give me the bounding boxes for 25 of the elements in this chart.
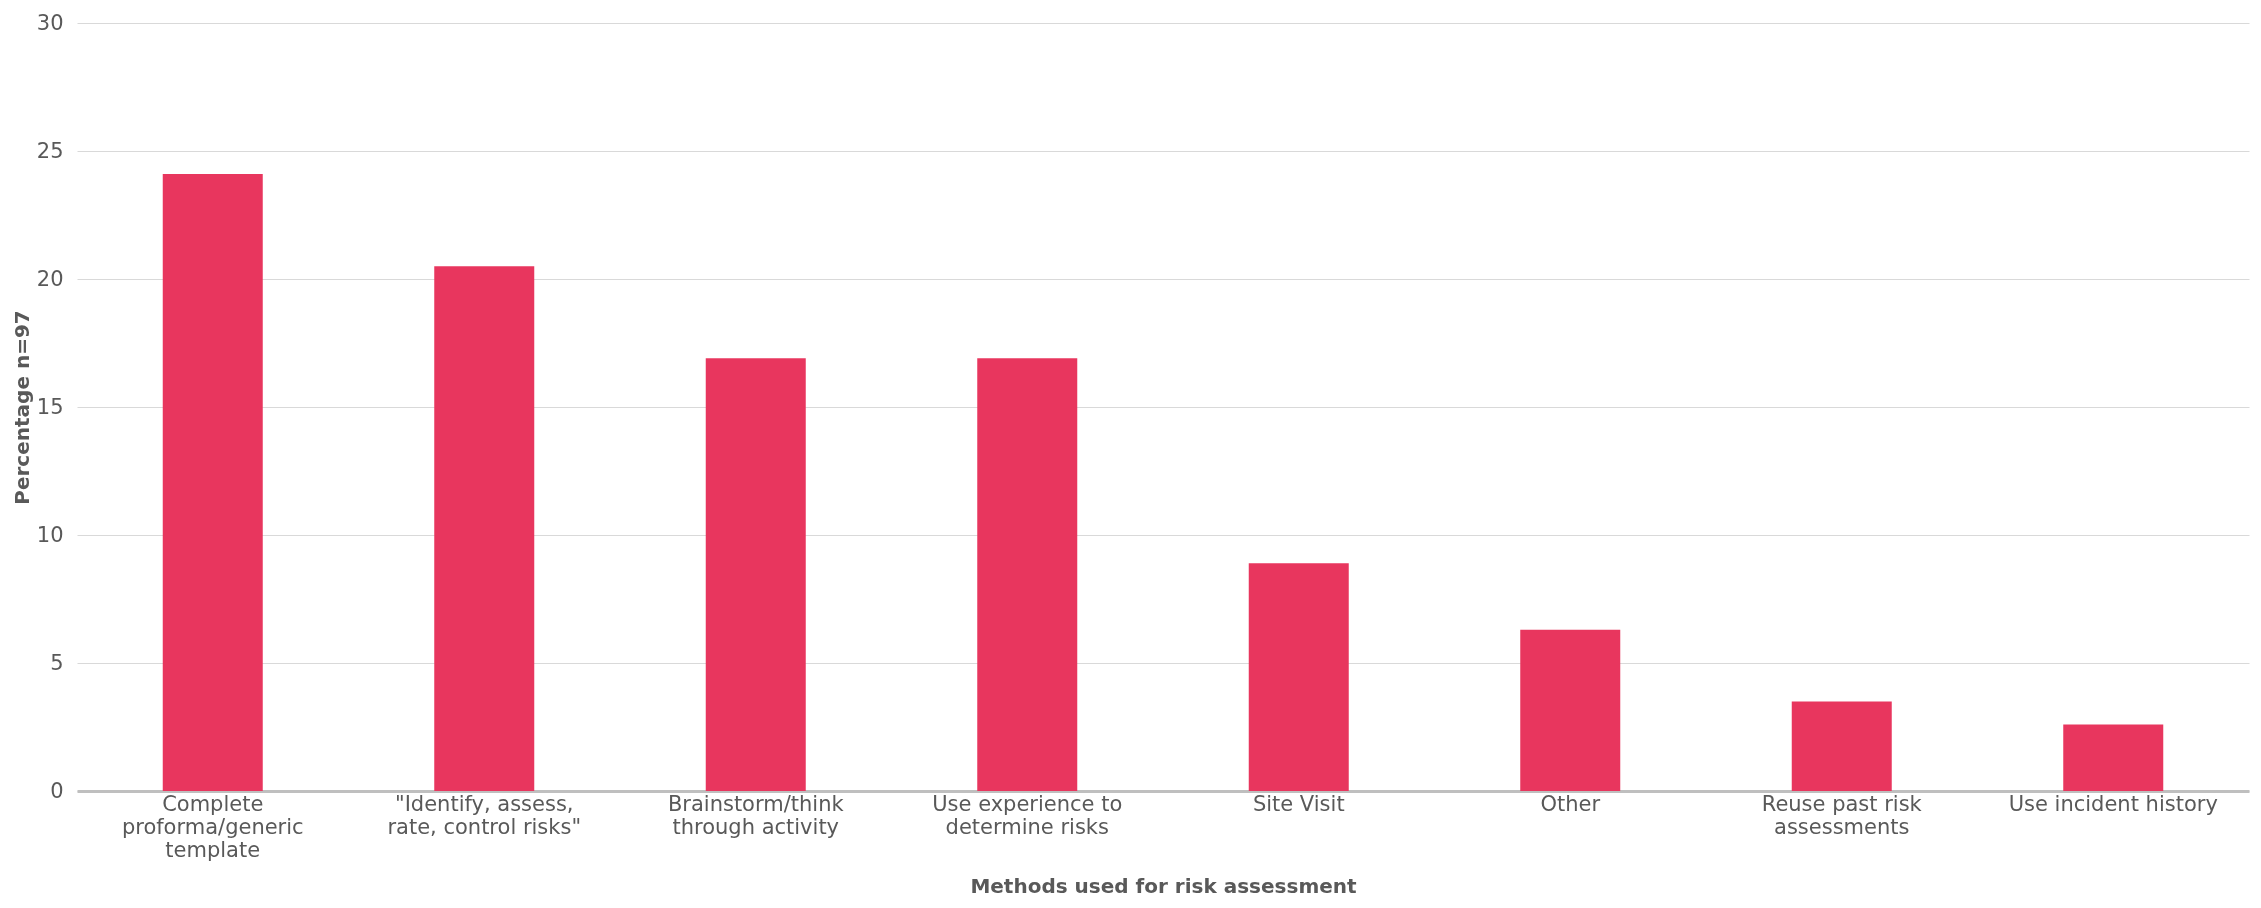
y-axis-title: Percentage n=97 <box>9 310 34 505</box>
x-tick-label: Use experience to determine risks <box>932 791 1123 839</box>
x-axis-title: Methods used for risk assessment <box>970 873 1358 898</box>
x-tick-label: "Identify, assess, rate, control risks" <box>387 791 582 839</box>
y-tick-label: 5 <box>50 650 64 675</box>
bar <box>977 358 1078 791</box>
y-tick-label: 25 <box>36 138 64 163</box>
bar <box>1791 701 1892 791</box>
x-tick-label: Complete proforma/generic template <box>121 791 304 862</box>
x-tick-label: Reuse past risk assessments <box>1761 791 1923 839</box>
bar <box>2063 724 2164 791</box>
bar <box>162 174 263 791</box>
y-tick-label: 0 <box>50 778 64 803</box>
bar <box>705 358 806 791</box>
bar <box>1248 563 1349 791</box>
x-tick-label: Brainstorm/think through activity <box>667 791 845 839</box>
y-tick-label: 30 <box>36 10 64 35</box>
x-tick-label: Use incident history <box>2008 791 2218 816</box>
y-tick-label: 15 <box>36 394 64 419</box>
y-tick-label: 20 <box>36 266 64 291</box>
x-tick-label: Other <box>1540 791 1601 816</box>
bar <box>434 266 535 791</box>
bar <box>1520 629 1621 791</box>
y-tick-label: 10 <box>36 522 64 547</box>
x-tick-label: Site Visit <box>1252 791 1345 816</box>
